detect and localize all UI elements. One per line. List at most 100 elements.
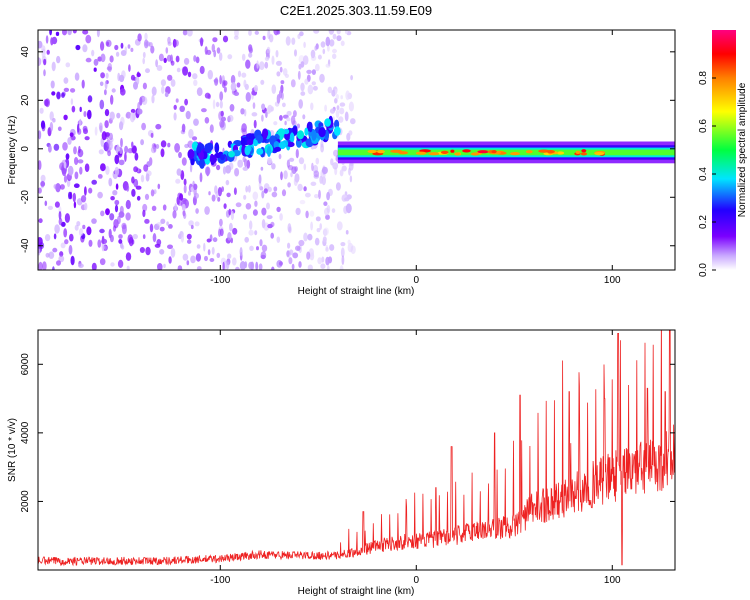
heatmap-noise-cell: [179, 105, 185, 113]
heatmap-noise-cell: [230, 82, 237, 92]
heatmap-noise-cell: [51, 36, 58, 45]
heatmap-noise-cell: [318, 189, 321, 200]
heatmap-noise-cell: [227, 114, 234, 122]
heatmap-noise-cell: [333, 149, 339, 157]
heatmap-noise-cell: [114, 204, 119, 213]
heatmap-noise-cell: [77, 128, 82, 135]
spectrogram-heatmap: [38, 30, 675, 270]
heatmap-noise-cell: [300, 61, 305, 68]
heatmap-noise-cell: [299, 31, 304, 37]
heatmap-noise-cell: [312, 85, 318, 91]
heatmap-noise-cell: [311, 69, 316, 75]
heatmap-noise-cell: [181, 157, 187, 166]
heatmap-noise-cell: [136, 72, 141, 78]
heatmap-noise-cell: [99, 228, 105, 234]
heatmap-noise-cell: [82, 224, 86, 230]
heatmap-noise-cell: [212, 99, 216, 110]
heatmap-noise-cell: [193, 192, 199, 199]
heatmap-noise-cell: [310, 221, 313, 231]
heatmap-noise-cell: [120, 88, 126, 96]
heatmap-noise-cell: [141, 122, 147, 131]
heatmap-noise-cell: [253, 119, 257, 129]
heatmap-noise-cell: [43, 58, 47, 66]
heatmap-noise-cell: [294, 166, 298, 172]
heatmap-noise-cell: [114, 154, 120, 165]
heatmap-noise-cell: [230, 237, 233, 244]
heatmap-noise-cell: [204, 117, 210, 124]
heatmap-noise-cell: [261, 207, 267, 216]
heatmap-noise-cell: [164, 92, 169, 98]
heatmap-noise-cell: [259, 61, 265, 71]
heatmap-noise-cell: [195, 56, 200, 64]
heatmap-noise-cell: [305, 192, 311, 198]
heatmap-track-cell: [273, 146, 282, 152]
heatmap-noise-cell: [246, 159, 251, 169]
heatmap-noise-cell: [344, 30, 348, 34]
heatmap-noise-cell: [336, 30, 341, 35]
heatmap-noise-cell: [219, 100, 223, 109]
heatmap-noise-cell: [275, 60, 282, 66]
heatmap-noise-cell: [273, 186, 278, 192]
heatmap-noise-cell: [350, 118, 356, 125]
heatmap-noise-cell: [219, 52, 223, 61]
heatmap-noise-cell: [220, 110, 224, 117]
heatmap-noise-cell: [142, 51, 146, 59]
heatmap-noise-cell: [101, 238, 108, 245]
heatmap-noise-cell: [183, 212, 187, 219]
heatmap-noise-cell: [142, 57, 145, 65]
heatmap-noise-cell: [119, 146, 123, 155]
heatmap-noise-cell: [324, 104, 327, 112]
heatmap-noise-cell: [329, 108, 336, 114]
heatmap-noise-cell: [234, 167, 240, 177]
heatmap-noise-cell: [59, 251, 64, 257]
heatmap-noise-cell: [63, 161, 67, 169]
heatmap-noise-cell: [341, 165, 347, 172]
heatmap-noise-cell: [158, 53, 164, 62]
heatmap-noise-cell: [209, 258, 215, 262]
heatmap-noise-cell: [293, 177, 298, 187]
heatmap-noise-cell: [203, 242, 206, 252]
heatmap-noise-cell: [78, 263, 84, 269]
heatmap-hotspot: [470, 152, 480, 156]
heatmap-noise-cell: [40, 120, 46, 129]
heatmap-noise-cell: [54, 224, 60, 234]
heatmap-noise-cell: [215, 191, 219, 199]
heatmap-noise-cell: [52, 266, 55, 270]
heatmap-noise-cell: [44, 234, 51, 242]
heatmap-noise-cell: [332, 162, 339, 170]
colorbar-tick-label: 0.2: [698, 215, 709, 229]
heatmap-noise-cell: [104, 245, 107, 252]
heatmap-noise-cell: [145, 173, 150, 182]
heatmap-noise-cell: [241, 72, 247, 78]
heatmap-noise-cell: [182, 66, 189, 76]
heatmap-noise-cell: [207, 93, 211, 100]
heatmap-noise-cell: [325, 214, 330, 220]
heatmap-noise-cell: [326, 191, 330, 201]
heatmap-noise-cell: [200, 37, 204, 47]
heatmap-noise-cell: [121, 224, 127, 235]
heatmap-noise-cell: [40, 174, 46, 183]
heatmap-noise-cell: [307, 84, 314, 95]
heatmap-noise-cell: [249, 220, 253, 230]
heatmap-noise-cell: [235, 266, 240, 270]
heatmap-noise-cell: [229, 104, 235, 112]
heatmap-track-cell: [246, 139, 254, 146]
heatmap-track-cell: [296, 130, 305, 140]
heatmap-noise-cell: [144, 193, 150, 200]
heatmap-noise-cell: [100, 163, 106, 172]
heatmap-noise-cell: [38, 218, 43, 224]
heatmap-track-cell: [228, 151, 235, 158]
heatmap-noise-cell: [248, 229, 254, 236]
heatmap-noise-cell: [233, 187, 237, 195]
heatmap-noise-cell: [142, 203, 148, 212]
heatmap-noise-cell: [155, 123, 162, 130]
heatmap-noise-cell: [267, 157, 273, 165]
heatmap-noise-cell: [58, 217, 63, 226]
heatmap-noise-cell: [133, 166, 139, 173]
heatmap-noise-cell: [107, 62, 113, 73]
heatmap-noise-cell: [179, 193, 184, 201]
heatmap-noise-cell: [104, 109, 110, 117]
y-tick-label: -40: [20, 238, 31, 253]
heatmap-noise-cell: [233, 35, 239, 40]
heatmap-noise-cell: [106, 41, 109, 47]
